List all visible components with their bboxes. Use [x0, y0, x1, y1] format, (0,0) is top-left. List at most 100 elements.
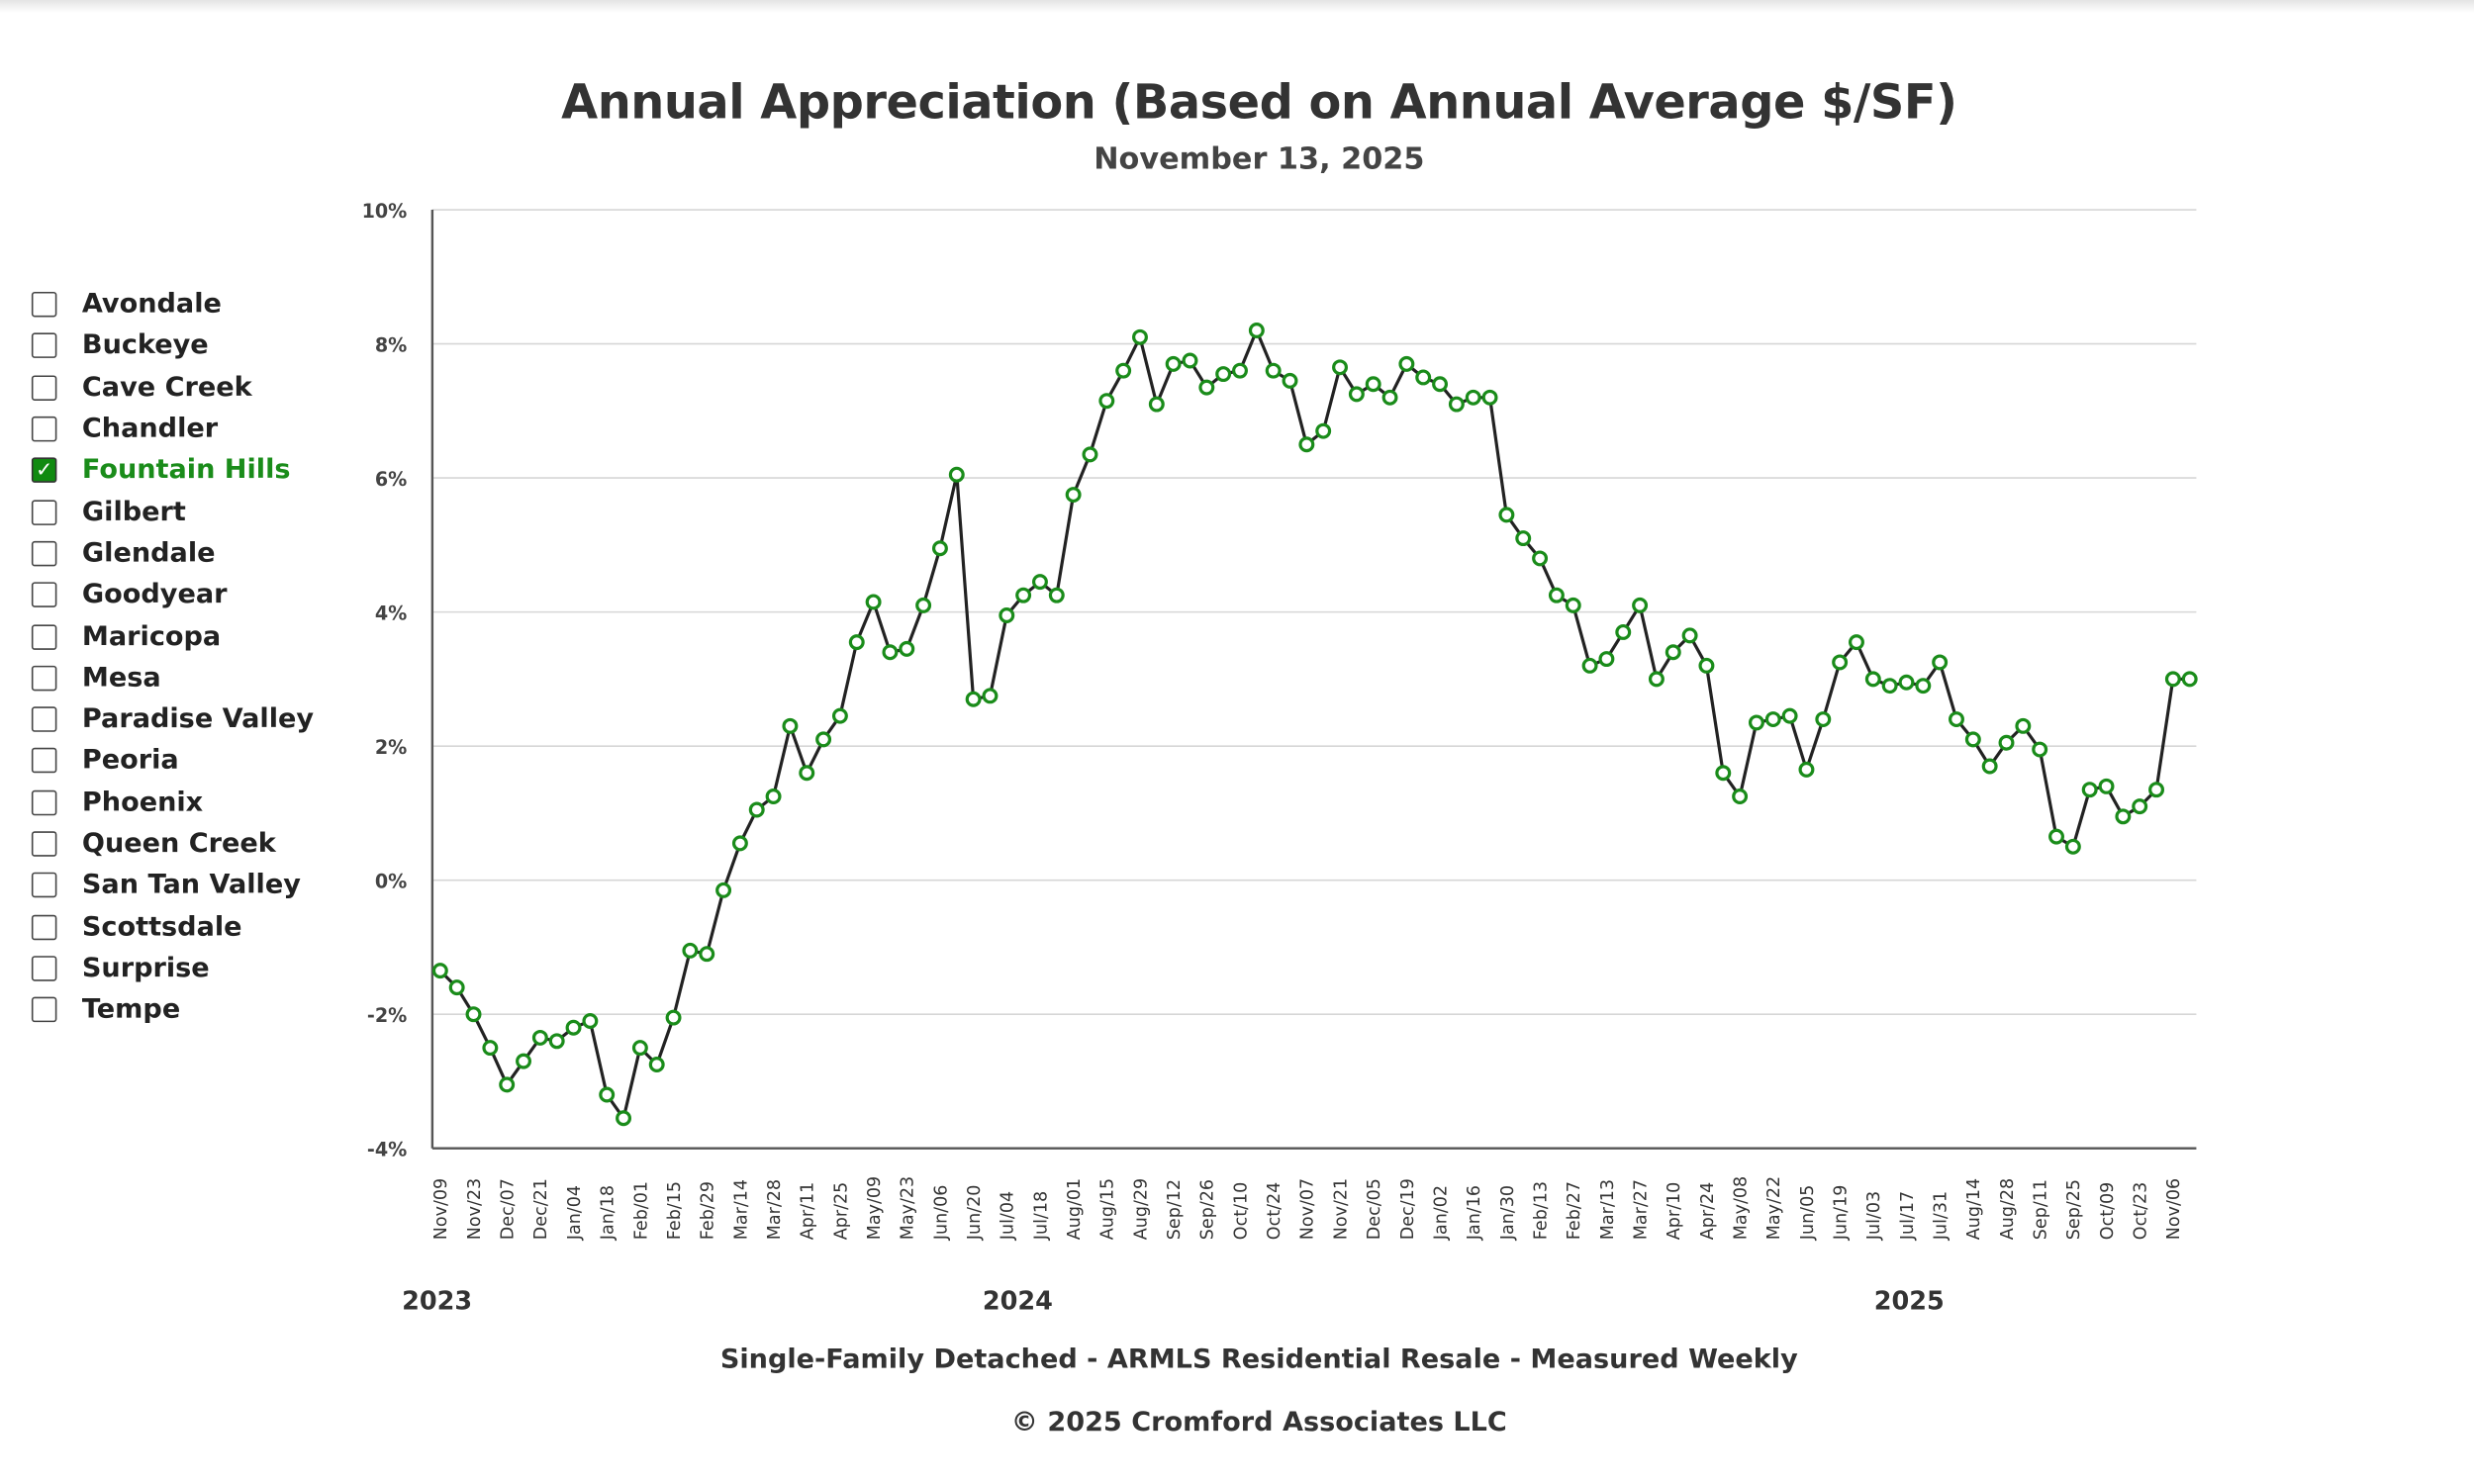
data-point — [1864, 671, 1881, 688]
data-point — [2164, 671, 2181, 688]
data-point — [948, 466, 965, 483]
checkmark-icon: ✓ — [35, 458, 53, 483]
data-point — [448, 979, 465, 996]
data-point — [2032, 741, 2048, 758]
data-point — [931, 540, 948, 557]
data-point — [1048, 587, 1065, 603]
data-point — [1532, 550, 1549, 567]
data-point — [482, 1040, 499, 1057]
data-point — [1548, 587, 1565, 603]
legend-item-surprise[interactable]: Surprise — [31, 948, 314, 989]
checkbox[interactable] — [31, 375, 57, 401]
legend-item-scottsdale[interactable]: Scottsdale — [31, 906, 314, 948]
data-point — [1565, 597, 1581, 613]
data-point — [1715, 765, 1732, 782]
data-point — [2098, 778, 2115, 794]
y-tick-label: -2% — [367, 1004, 407, 1027]
data-point — [2064, 838, 2081, 855]
legend-item-queen-creek[interactable]: Queen Creek — [31, 823, 314, 865]
data-point — [2048, 828, 2064, 845]
legend-item-tempe[interactable]: Tempe — [31, 989, 314, 1031]
year-label: 2023 — [402, 1286, 472, 1316]
checkbox[interactable] — [31, 789, 57, 815]
data-point — [2115, 808, 2132, 825]
legend-item-maricopa[interactable]: Maricopa — [31, 615, 314, 657]
checkbox[interactable] — [31, 956, 57, 981]
legend-item-gilbert[interactable]: Gilbert — [31, 492, 314, 533]
x-tick-label: Apr/10 — [1665, 1182, 1684, 1241]
legend-item-buckeye[interactable]: Buckeye — [31, 325, 314, 367]
legend-item-avondale[interactable]: Avondale — [31, 284, 314, 325]
data-point — [599, 1086, 616, 1103]
x-tick-label: Feb/15 — [665, 1181, 685, 1240]
checkbox[interactable] — [31, 914, 57, 940]
data-point — [1481, 389, 1498, 406]
x-tick-label: Nov/06 — [2164, 1178, 2184, 1240]
data-point — [799, 765, 815, 782]
x-tick-label: Sep/25 — [2064, 1179, 2084, 1240]
checkbox[interactable] — [31, 831, 57, 857]
checkbox[interactable] — [31, 582, 57, 608]
data-point — [1681, 627, 1698, 644]
x-tick-label: Aug/01 — [1065, 1178, 1085, 1240]
checkbox[interactable] — [31, 416, 57, 442]
x-tick-label: Jun/05 — [1798, 1185, 1818, 1242]
x-tick-label: Jul/04 — [999, 1191, 1018, 1241]
checkbox[interactable] — [31, 292, 57, 318]
data-point — [665, 1009, 682, 1026]
legend-item-chandler[interactable]: Chandler — [31, 409, 314, 450]
chart-description: Single-Family Detached - ARMLS Residenti… — [719, 1344, 1798, 1376]
data-point — [1182, 352, 1198, 369]
x-tick-label: Nov/09 — [431, 1178, 451, 1240]
x-tick-label: Mar/28 — [765, 1179, 785, 1240]
legend-item-san-tan-valley[interactable]: San Tan Valley — [31, 865, 314, 906]
legend-item-paradise-valley[interactable]: Paradise Valley — [31, 698, 314, 740]
legend-label: Avondale — [81, 288, 222, 321]
data-point — [765, 788, 782, 804]
checkbox[interactable]: ✓ — [31, 457, 57, 484]
legend-item-mesa[interactable]: Mesa — [31, 657, 314, 698]
data-point — [699, 946, 715, 963]
legend-item-peoria[interactable]: Peoria — [31, 740, 314, 782]
legend-item-goodyear[interactable]: Goodyear — [31, 574, 314, 615]
data-point — [1381, 389, 1398, 406]
data-point — [531, 1029, 548, 1046]
data-point — [1065, 487, 1082, 504]
data-point — [1964, 731, 1981, 748]
data-point — [731, 835, 748, 852]
legend-label: Chandler — [81, 413, 219, 445]
x-tick-label: Oct/24 — [1265, 1182, 1285, 1240]
x-tick-label: Jan/04 — [565, 1185, 585, 1241]
checkbox[interactable] — [31, 706, 57, 732]
legend-item-fountain-hills[interactable]: ✓ Fountain Hills — [31, 450, 314, 492]
legend-label: San Tan Valley — [81, 869, 301, 901]
x-tick-label: May/09 — [865, 1176, 885, 1240]
legend-label: Goodyear — [81, 579, 228, 611]
checkbox[interactable] — [31, 499, 57, 525]
legend-item-cave-creek[interactable]: Cave Creek — [31, 367, 314, 409]
checkbox[interactable] — [31, 748, 57, 774]
x-tick-label: Nov/23 — [465, 1178, 485, 1240]
data-point — [431, 963, 448, 979]
x-tick-label: Mar/13 — [1598, 1179, 1618, 1240]
x-tick-label: Feb/13 — [1531, 1181, 1551, 1240]
legend-item-phoenix[interactable]: Phoenix — [31, 782, 314, 823]
data-point — [616, 1110, 632, 1127]
checkbox[interactable] — [31, 996, 57, 1023]
area-legend: Avondale Buckeye Cave Creek Chandler ✓ Founta… — [31, 284, 314, 1031]
data-point — [1949, 711, 1964, 728]
checkbox[interactable] — [31, 623, 57, 650]
checkbox[interactable] — [31, 333, 57, 359]
x-tick-label: Oct/09 — [2098, 1182, 2118, 1240]
data-point — [848, 634, 865, 651]
checkbox[interactable] — [31, 540, 57, 567]
x-tick-label: Jul/03 — [1864, 1191, 1884, 1241]
checkbox[interactable] — [31, 873, 57, 898]
checkbox[interactable] — [31, 665, 57, 692]
x-tick-label: Jan/16 — [1465, 1185, 1484, 1241]
data-point — [815, 731, 832, 748]
x-tick-label: Dec/21 — [531, 1178, 551, 1240]
legend-item-glendale[interactable]: Glendale — [31, 533, 314, 575]
chart-subtitle: November 13, 2025 — [1094, 141, 1425, 177]
data-point — [999, 607, 1015, 623]
